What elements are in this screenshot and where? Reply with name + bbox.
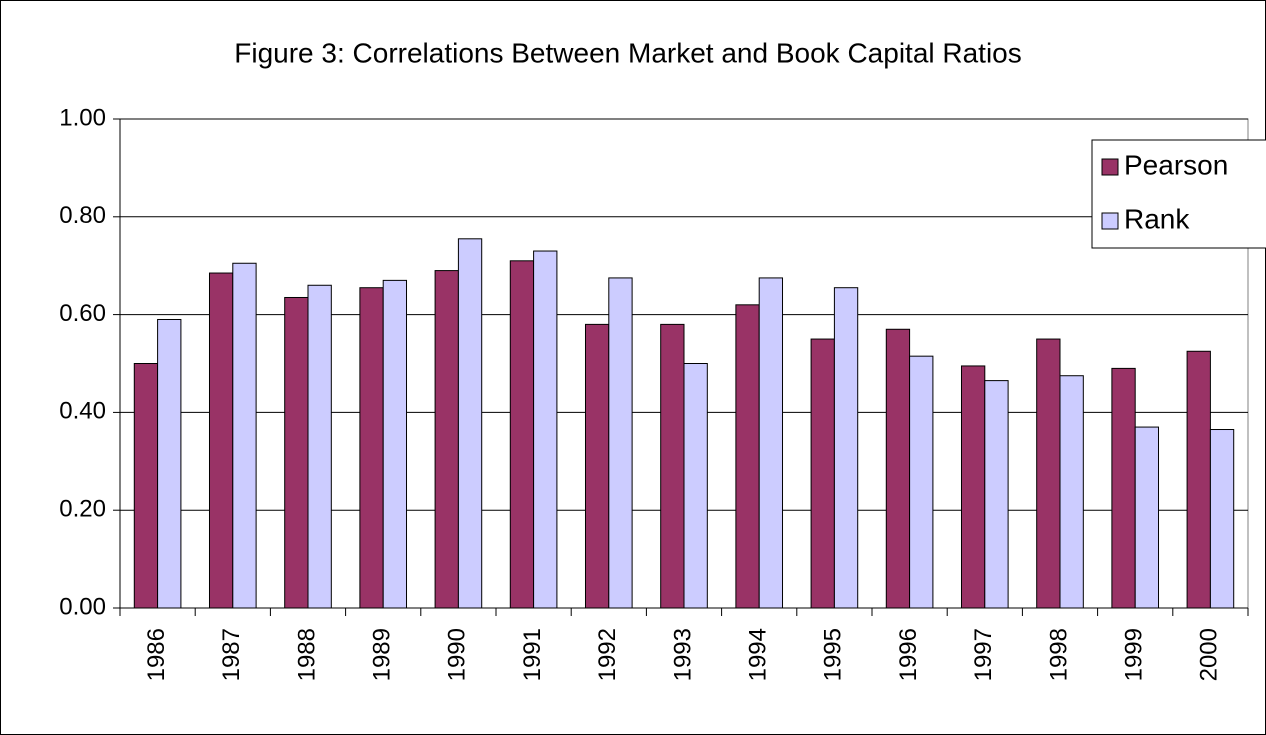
legend-swatch xyxy=(1101,212,1119,230)
bar xyxy=(307,284,332,609)
x-tick-label: 1991 xyxy=(519,628,546,681)
bar xyxy=(133,363,159,609)
bar xyxy=(608,277,633,609)
x-tick-label: 1992 xyxy=(594,628,621,681)
x-tick-label: 1988 xyxy=(293,628,320,681)
bar xyxy=(208,272,234,609)
x-tick-label: 1989 xyxy=(369,628,396,681)
bar xyxy=(434,270,459,609)
bar xyxy=(584,323,610,609)
y-tick-label: 0.40 xyxy=(59,398,106,425)
x-tick-label: 1986 xyxy=(143,628,170,681)
bar xyxy=(457,238,483,609)
y-tick-label: 1.00 xyxy=(59,104,106,131)
bar xyxy=(509,260,535,609)
x-tick-label: 1997 xyxy=(970,628,997,681)
x-tick-label: 1987 xyxy=(218,628,245,681)
x-tick-label: 1998 xyxy=(1045,628,1072,681)
bar xyxy=(833,287,859,609)
bar xyxy=(1111,367,1136,609)
y-tick-label: 0.80 xyxy=(59,202,106,229)
bar xyxy=(735,304,760,609)
x-tick-label: 1993 xyxy=(669,628,696,681)
bar xyxy=(157,318,182,609)
bar xyxy=(232,262,257,609)
chart-title: Figure 3: Correlations Between Market an… xyxy=(234,37,1022,68)
bar xyxy=(359,287,384,609)
x-tick-label: 1990 xyxy=(444,628,471,681)
bar xyxy=(1186,350,1211,609)
legend-label: Pearson xyxy=(1124,149,1228,180)
bar xyxy=(909,355,934,609)
bar xyxy=(810,338,835,609)
y-tick-label: 0.20 xyxy=(59,496,106,523)
x-tick-label: 1995 xyxy=(820,628,847,681)
y-tick-label: 0.00 xyxy=(59,593,106,620)
bar xyxy=(1059,375,1084,609)
legend-box xyxy=(1091,139,1266,249)
x-tick-label: 2000 xyxy=(1196,628,1223,681)
bar xyxy=(758,277,784,609)
bar xyxy=(533,250,558,609)
bar xyxy=(660,323,685,609)
bar xyxy=(1134,426,1160,609)
x-tick-label: 1996 xyxy=(895,628,922,681)
bar xyxy=(683,363,708,609)
bar xyxy=(984,380,1009,609)
bar xyxy=(885,328,911,609)
bar xyxy=(960,365,986,609)
bar xyxy=(1209,429,1235,609)
y-tick-label: 0.60 xyxy=(59,300,106,327)
x-tick-label: 1994 xyxy=(745,628,772,681)
legend-swatch xyxy=(1101,158,1119,176)
bar xyxy=(1036,338,1061,609)
bar xyxy=(284,296,309,609)
legend-label: Rank xyxy=(1124,203,1190,234)
x-tick-label: 1999 xyxy=(1121,628,1148,681)
bar xyxy=(382,279,408,609)
